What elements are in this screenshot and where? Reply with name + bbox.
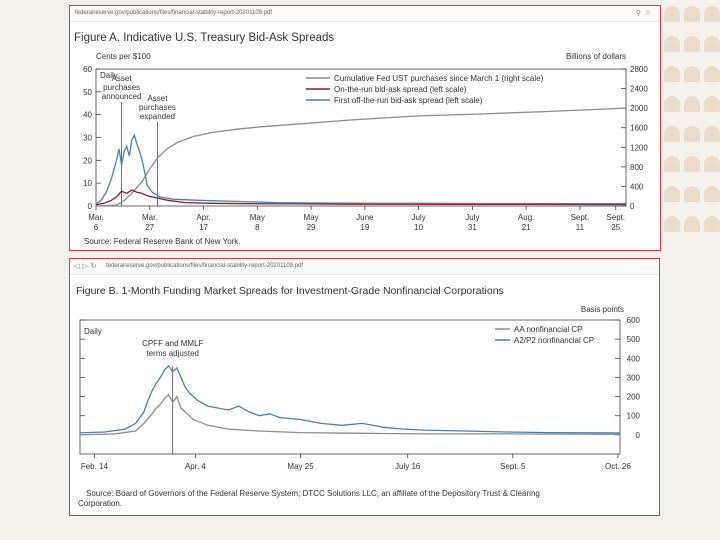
y-tick-label-right: 800 — [630, 163, 644, 172]
y-tick-label-right: 1600 — [630, 124, 648, 133]
search-icon[interactable]: ⚲ — [635, 10, 645, 17]
chart-source: Source: Board of Governors of the Federa… — [86, 489, 540, 498]
chart-title: Figure A. Indicative U.S. Treasury Bid-A… — [74, 32, 334, 44]
x-tick-label: Aug. — [518, 213, 534, 222]
legend-entry: First off-the-run bid-ask spread (left s… — [334, 96, 483, 105]
annotation-text: Asset — [112, 74, 133, 83]
x-tick-label: Apr. 4 — [185, 462, 206, 471]
x-tick-label: 17 — [199, 223, 208, 232]
y-tick-label-left: 20 — [83, 156, 92, 165]
x-tick-label: June — [356, 213, 374, 222]
pdf-viewer-window-b: ◁▷↻ federalreserve.gov/publications/file… — [69, 258, 660, 516]
y-tick-label-right: 400 — [627, 354, 641, 363]
background-decoration — [658, 0, 720, 250]
x-tick-label: Sept. 5 — [500, 462, 526, 471]
x-tick-label: May 25 — [287, 462, 314, 471]
x-tick-label: July — [411, 213, 425, 222]
legend-entry: A2/P2 nonfinancial CP — [514, 336, 594, 345]
y-tick-label-right: 0 — [636, 431, 641, 440]
address-bar[interactable]: federalreserve.gov/publications/files/fi… — [70, 6, 660, 22]
x-tick-label: 31 — [468, 223, 477, 232]
y-tick-label-right: 600 — [627, 316, 641, 325]
chart-source: Corporation. — [78, 499, 122, 508]
annotation-text: expanded — [140, 112, 175, 121]
x-tick-label: Feb. 14 — [81, 462, 109, 471]
y-tick-label-left: 50 — [83, 88, 92, 97]
chart-source: Source: Federal Reserve Bank of New York… — [84, 237, 241, 246]
x-tick-label: May — [304, 213, 319, 222]
legend-entry: On-the-run bid-ask spread (left scale) — [334, 85, 467, 94]
x-tick-label: 27 — [145, 223, 154, 232]
y-tick-label-right: 0 — [630, 202, 635, 211]
y-tick-label-right: 2400 — [630, 85, 648, 94]
annotation-text: purchases — [139, 103, 176, 112]
x-tick-label: Mar. — [142, 213, 158, 222]
x-tick-label: 21 — [522, 223, 531, 232]
chart-figure-a: Figure A. Indicative U.S. Treasury Bid-A… — [74, 32, 648, 246]
y-tick-label-left: 40 — [83, 111, 92, 120]
chart-figure-b: Figure B. 1-Month Funding Market Spreads… — [76, 285, 641, 508]
x-tick-label: July 16 — [395, 462, 421, 471]
x-tick-label: 11 — [576, 223, 585, 232]
y-tick-label-right: 100 — [627, 412, 641, 421]
y-tick-label-right: 400 — [630, 182, 644, 191]
frequency-label: Daily — [100, 71, 118, 80]
address-bar[interactable]: ◁▷↻ federalreserve.gov/publications/file… — [70, 259, 659, 275]
chart-title: Figure B. 1-Month Funding Market Spreads… — [76, 285, 504, 297]
frequency-label: Daily — [84, 327, 102, 336]
x-tick-label: 8 — [255, 223, 260, 232]
y-tick-label-right: 2000 — [630, 104, 648, 113]
y-tick-label-left: 60 — [83, 65, 92, 74]
y-axis-label-left: Cents per $100 — [96, 52, 151, 61]
annotation-text: terms adjusted — [147, 349, 199, 358]
series-line — [95, 189, 626, 206]
y-tick-label-left: 0 — [88, 202, 93, 211]
y-tick-label-right: 500 — [627, 335, 641, 344]
annotation-text: Asset — [147, 94, 168, 103]
y-tick-label-right: 1200 — [630, 143, 648, 152]
plot-frame — [79, 319, 621, 455]
y-tick-label-left: 30 — [83, 134, 92, 143]
url-text[interactable]: federalreserve.gov/publications/files/fi… — [75, 10, 272, 16]
url-text[interactable]: federalreserve.gov/publications/files/fi… — [106, 263, 303, 269]
y-axis-label-right: Basis points — [581, 305, 624, 314]
x-tick-label: 6 — [94, 223, 99, 232]
y-tick-label-right: 200 — [627, 393, 641, 402]
annotation-text: CPFF and MMLF — [142, 339, 203, 348]
x-tick-label: Sept. — [571, 213, 590, 222]
y-axis-label-right: Billions of dollars — [566, 52, 626, 61]
x-tick-label: 25 — [611, 223, 620, 232]
x-tick-label: Mar. — [88, 213, 104, 222]
series-line — [95, 107, 627, 207]
series-line — [95, 133, 626, 205]
series-line — [79, 393, 621, 436]
forward-icon[interactable]: ▷ — [82, 263, 91, 270]
y-tick-label-right: 2800 — [630, 65, 648, 74]
y-tick-label-left: 10 — [83, 179, 92, 188]
y-tick-label-right: 300 — [627, 373, 641, 382]
annotation-text: purchases — [103, 83, 140, 92]
legend-entry: Cumulative Fed UST purchases since March… — [334, 74, 544, 83]
pdf-viewer-window-a: federalreserve.gov/publications/files/fi… — [69, 5, 661, 251]
star-icon[interactable]: ☆ — [644, 10, 655, 17]
x-tick-label: 19 — [360, 223, 369, 232]
annotation-text: announced — [102, 92, 142, 101]
x-tick-label: Apr. — [196, 213, 210, 222]
x-tick-label: Oct. 26 — [605, 462, 631, 471]
back-icon[interactable]: ◁ — [74, 263, 83, 270]
series-line — [79, 364, 621, 434]
reload-icon[interactable]: ↻ — [90, 263, 100, 270]
x-tick-label: July — [465, 213, 479, 222]
x-tick-label: May — [250, 213, 265, 222]
x-tick-label: 29 — [307, 223, 316, 232]
x-tick-label: 10 — [414, 223, 423, 232]
x-tick-label: Sept. — [606, 213, 625, 222]
legend-entry: AA nonfinancial CP — [514, 325, 583, 334]
